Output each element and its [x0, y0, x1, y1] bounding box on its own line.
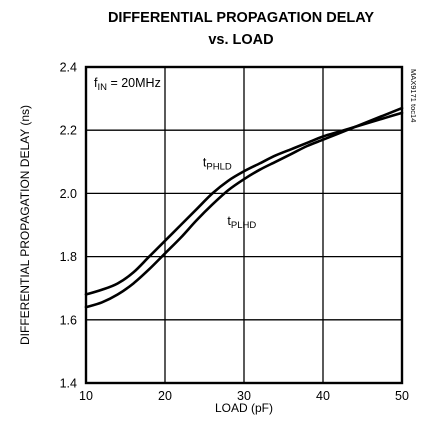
series-label-plhd: tPLHD	[227, 214, 256, 231]
chart-title-line1: DIFFERENTIAL PROPAGATION DELAY	[108, 10, 374, 26]
series-lines	[84, 106, 404, 309]
x-tick-label: 20	[158, 389, 172, 403]
y-tick-labels: 1.4 1.6 1.8 2.0 2.2 2.4	[60, 61, 77, 391]
series-labels: tPHLD tPLHD	[203, 156, 256, 231]
y-tick-label: 2.2	[60, 124, 77, 138]
x-tick-label: 40	[316, 389, 330, 403]
x-tick-label: 30	[237, 389, 251, 403]
condition-annotation: fIN = 20MHz	[94, 76, 161, 93]
series-label-phld: tPHLD	[203, 156, 232, 173]
figure-id: MAX9171 toc14	[409, 69, 418, 122]
plot-frame	[84, 65, 404, 385]
x-tick-label: 50	[395, 389, 409, 403]
y-tick-label: 2.4	[60, 61, 77, 75]
chart-title-line2: vs. LOAD	[208, 32, 273, 48]
y-tick-label: 2.0	[60, 187, 77, 201]
x-tick-labels: 10 20 30 40 50	[79, 389, 409, 403]
x-tick-label: 10	[79, 389, 93, 403]
y-tick-label: 1.8	[60, 250, 77, 264]
y-axis-label: DIFFERENTIAL PROPAGATION DELAY (ns)	[18, 105, 32, 345]
y-tick-label: 1.6	[60, 313, 77, 327]
grid-lines	[86, 67, 402, 383]
x-axis-label: LOAD (pF)	[215, 401, 273, 415]
y-tick-label: 1.4	[60, 377, 77, 391]
series-line-plhd	[84, 106, 404, 309]
